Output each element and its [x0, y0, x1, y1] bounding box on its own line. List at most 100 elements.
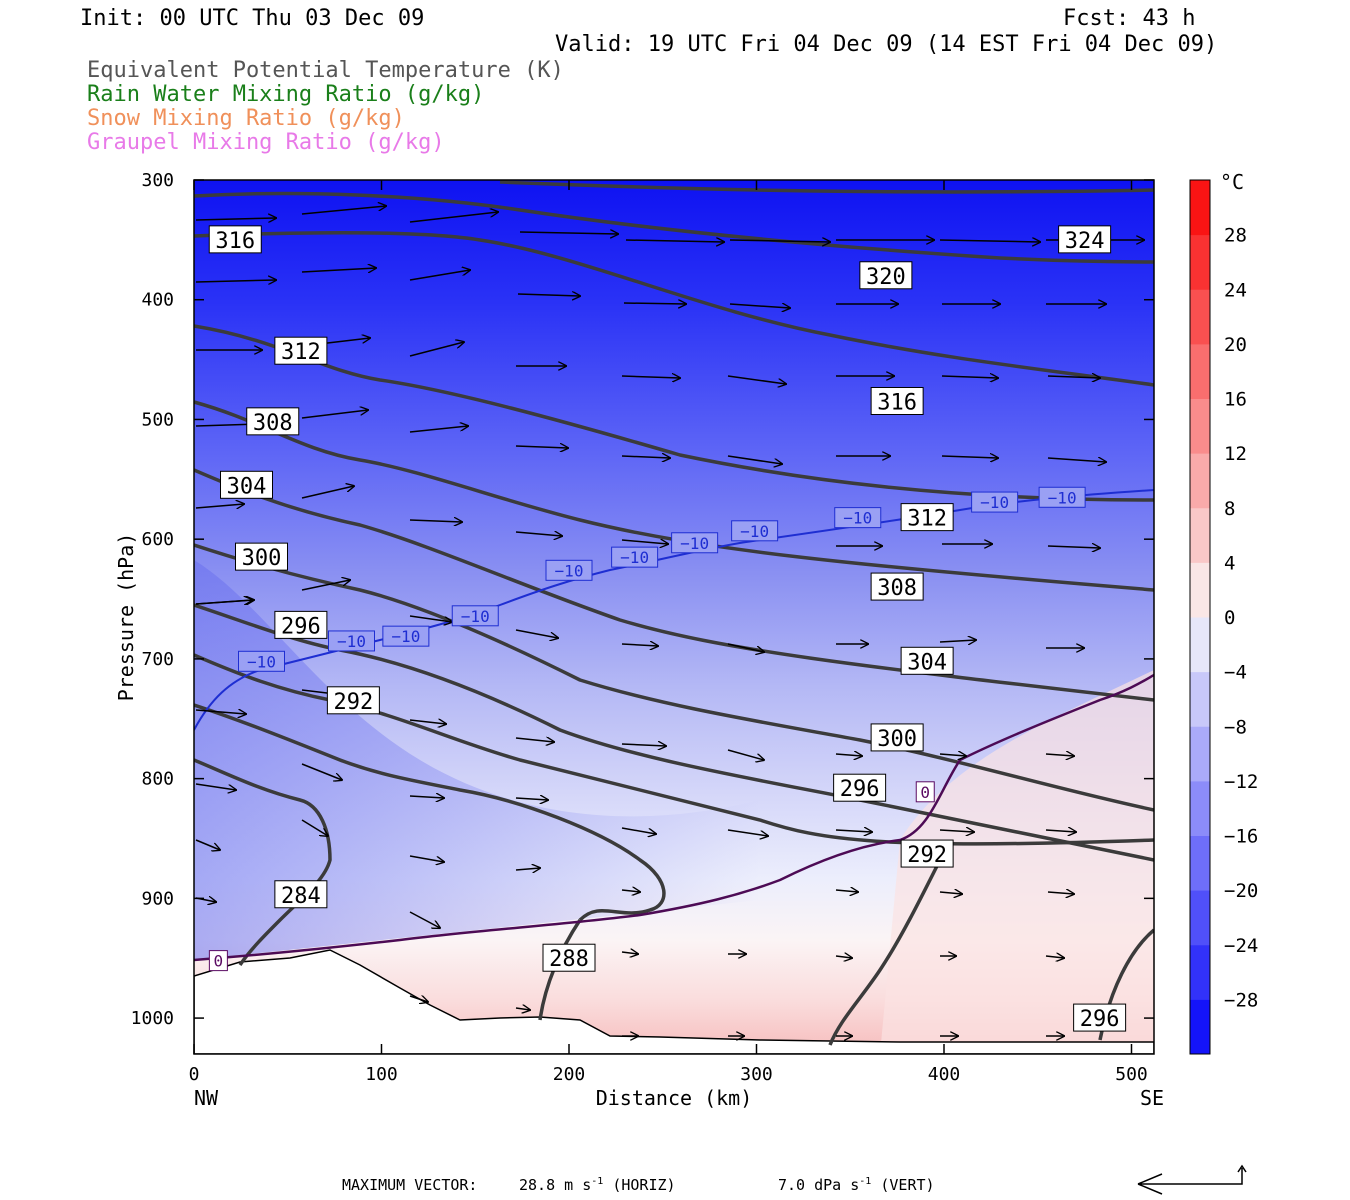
isotherm-label: −10 [620, 548, 649, 567]
theta-e-label-box [274, 610, 328, 639]
y-tick-label: 900 [141, 888, 174, 909]
isotherm-label-box [834, 507, 882, 529]
x-axis-right-end-label: SE [1140, 1086, 1164, 1110]
colorbar-segment [1190, 671, 1210, 727]
colorbar-tick-label: 12 [1224, 443, 1247, 465]
theta-e-label: 300 [877, 727, 917, 752]
colorbar-segment [1190, 562, 1210, 618]
isotherm-label: −10 [980, 493, 1009, 512]
colorbar-segment [1190, 343, 1210, 399]
wind-vectors [195, 206, 1144, 1036]
theta-e-label: 296 [1080, 1007, 1120, 1032]
theta-e-label: 292 [334, 690, 374, 715]
max-vector-label: MAXIMUM VECTOR: [342, 1176, 477, 1194]
theta-e-label: 308 [253, 411, 293, 436]
isotherm-label-box [671, 532, 719, 554]
isotherm-label: −10 [391, 627, 420, 646]
theta-e-label-box [900, 646, 954, 675]
plot-frame [193, 179, 1155, 1055]
valid-time: Valid: 19 UTC Fri 04 Dec 09 (14 EST Fri … [555, 32, 1217, 57]
theta-e-label-box [870, 572, 924, 601]
y-tick-label: 800 [141, 769, 174, 790]
theta-e-label: 304 [907, 650, 947, 675]
theta-e-label-box [900, 839, 954, 868]
isotherm-label-box [208, 950, 228, 972]
colorbar-tick-label: −20 [1224, 880, 1258, 902]
legend-snow: Snow Mixing Ratio (g/kg) [87, 106, 405, 131]
isotherm-label-box [451, 605, 499, 627]
theta-e-label: 320 [866, 265, 906, 290]
max-vector-horiz-value: 28.8 m s-1 (HORIZ) [519, 1176, 676, 1194]
theta-e-label-box [326, 686, 380, 715]
colorbar-segment [1190, 999, 1210, 1055]
isotherm-label: 0 [920, 783, 930, 802]
theta-e-label-box [870, 723, 924, 752]
y-tick-label: 1000 [131, 1008, 174, 1029]
theta-e-label-box [900, 503, 954, 532]
x-tick-label: 0 [189, 1064, 200, 1085]
theta-e-label: 296 [840, 777, 880, 802]
max-vector-vert-value: 7.0 dPa s-1 (VERT) [778, 1176, 935, 1194]
isotherm-label-layer: −10 −10 −10 −10 −10 −10 −10 −10 −10 −10 −10 0 0 [208, 486, 1086, 972]
colorbar-tick-label: −16 [1224, 826, 1258, 848]
theta-e-contours [194, 180, 1154, 1046]
isotherm-label-box [1038, 486, 1086, 508]
colorbar-tick-label: 28 [1224, 225, 1247, 247]
isotherm-minus-10 [194, 489, 1154, 731]
x-axis-label: Distance (km) [596, 1086, 753, 1110]
colorbar-segment [1190, 453, 1210, 509]
init-time: Init: 00 UTC Thu 03 Dec 09 [80, 6, 424, 31]
theta-e-label: 316 [877, 390, 917, 415]
theta-e-label: 284 [281, 884, 321, 909]
isotherm-label-box [611, 546, 659, 568]
isotherm-label: −10 [1048, 488, 1077, 507]
x-axis-left-end-label: NW [194, 1086, 219, 1110]
colorbar-tick-label: 16 [1224, 389, 1247, 411]
x-tick-label: 300 [740, 1064, 773, 1085]
y-tick-label: 700 [141, 649, 174, 670]
y-tick-label: 400 [141, 290, 174, 311]
isotherm-label-box [915, 781, 935, 803]
isotherm-label-box [238, 650, 285, 672]
isotherm-label: 0 [214, 952, 224, 971]
colorbar-tick-label: 0 [1224, 607, 1235, 629]
theta-e-label-box [1073, 1003, 1127, 1032]
y-axis-label: Pressure (hPa) [114, 533, 138, 702]
theta-e-label: 312 [281, 340, 321, 365]
field-legend: Equivalent Potential Temperature (K) Rai… [87, 58, 564, 155]
x-tick-label: 100 [365, 1064, 398, 1085]
theta-e-label-box [220, 470, 273, 499]
y-tick-label: 300 [141, 170, 174, 191]
isotherm-label: −10 [247, 652, 276, 671]
x-tick-label: 200 [553, 1064, 586, 1085]
theta-e-label: 312 [907, 507, 947, 532]
colorbar-frame [1189, 179, 1211, 1055]
forecast-hour: Fcst: 43 h [1063, 6, 1195, 31]
colorbar-segment [1190, 398, 1210, 454]
theta-e-label: 308 [877, 576, 917, 601]
colorbar-tick-label: −4 [1224, 662, 1247, 684]
colorbar-tick-label: 8 [1224, 498, 1235, 520]
y-tick-label: 500 [141, 409, 174, 430]
temperature-colorbar: 28 24 20 16 12 8 4 0 −4 −8 −12 −16 −20 −24 −28 [1189, 179, 1258, 1055]
isotherm-label: −10 [740, 522, 769, 541]
colorbar-segment [1190, 234, 1210, 290]
plot-area: 316 312 308 304 300 296 292 284 288 320 324 316 312 3… [194, 180, 1154, 1054]
colorbar-tick-label: −24 [1224, 935, 1258, 957]
isotherm-label-box [328, 630, 375, 652]
theta-e-label-layer: 316 312 308 304 300 296 292 284 288 320 324 316 312 3… [208, 225, 1127, 1032]
isotherm-label-box [971, 491, 1019, 513]
theta-e-label-box [274, 336, 328, 365]
colorbar-segment [1190, 180, 1210, 236]
colorbar-tick-label: 4 [1224, 552, 1235, 574]
isotherm-label: −10 [461, 607, 490, 626]
isotherm-label-box [731, 520, 779, 542]
theta-e-label: 324 [1065, 229, 1105, 254]
isotherm-zero [194, 673, 1154, 962]
colorbar-segment [1190, 835, 1210, 891]
legend-rain: Rain Water Mixing Ratio (g/kg) [87, 82, 484, 107]
colorbar-segment [1190, 507, 1210, 563]
theta-e-label: 292 [907, 843, 947, 868]
colorbar-segment [1190, 780, 1210, 836]
theta-e-label: 300 [242, 546, 282, 571]
